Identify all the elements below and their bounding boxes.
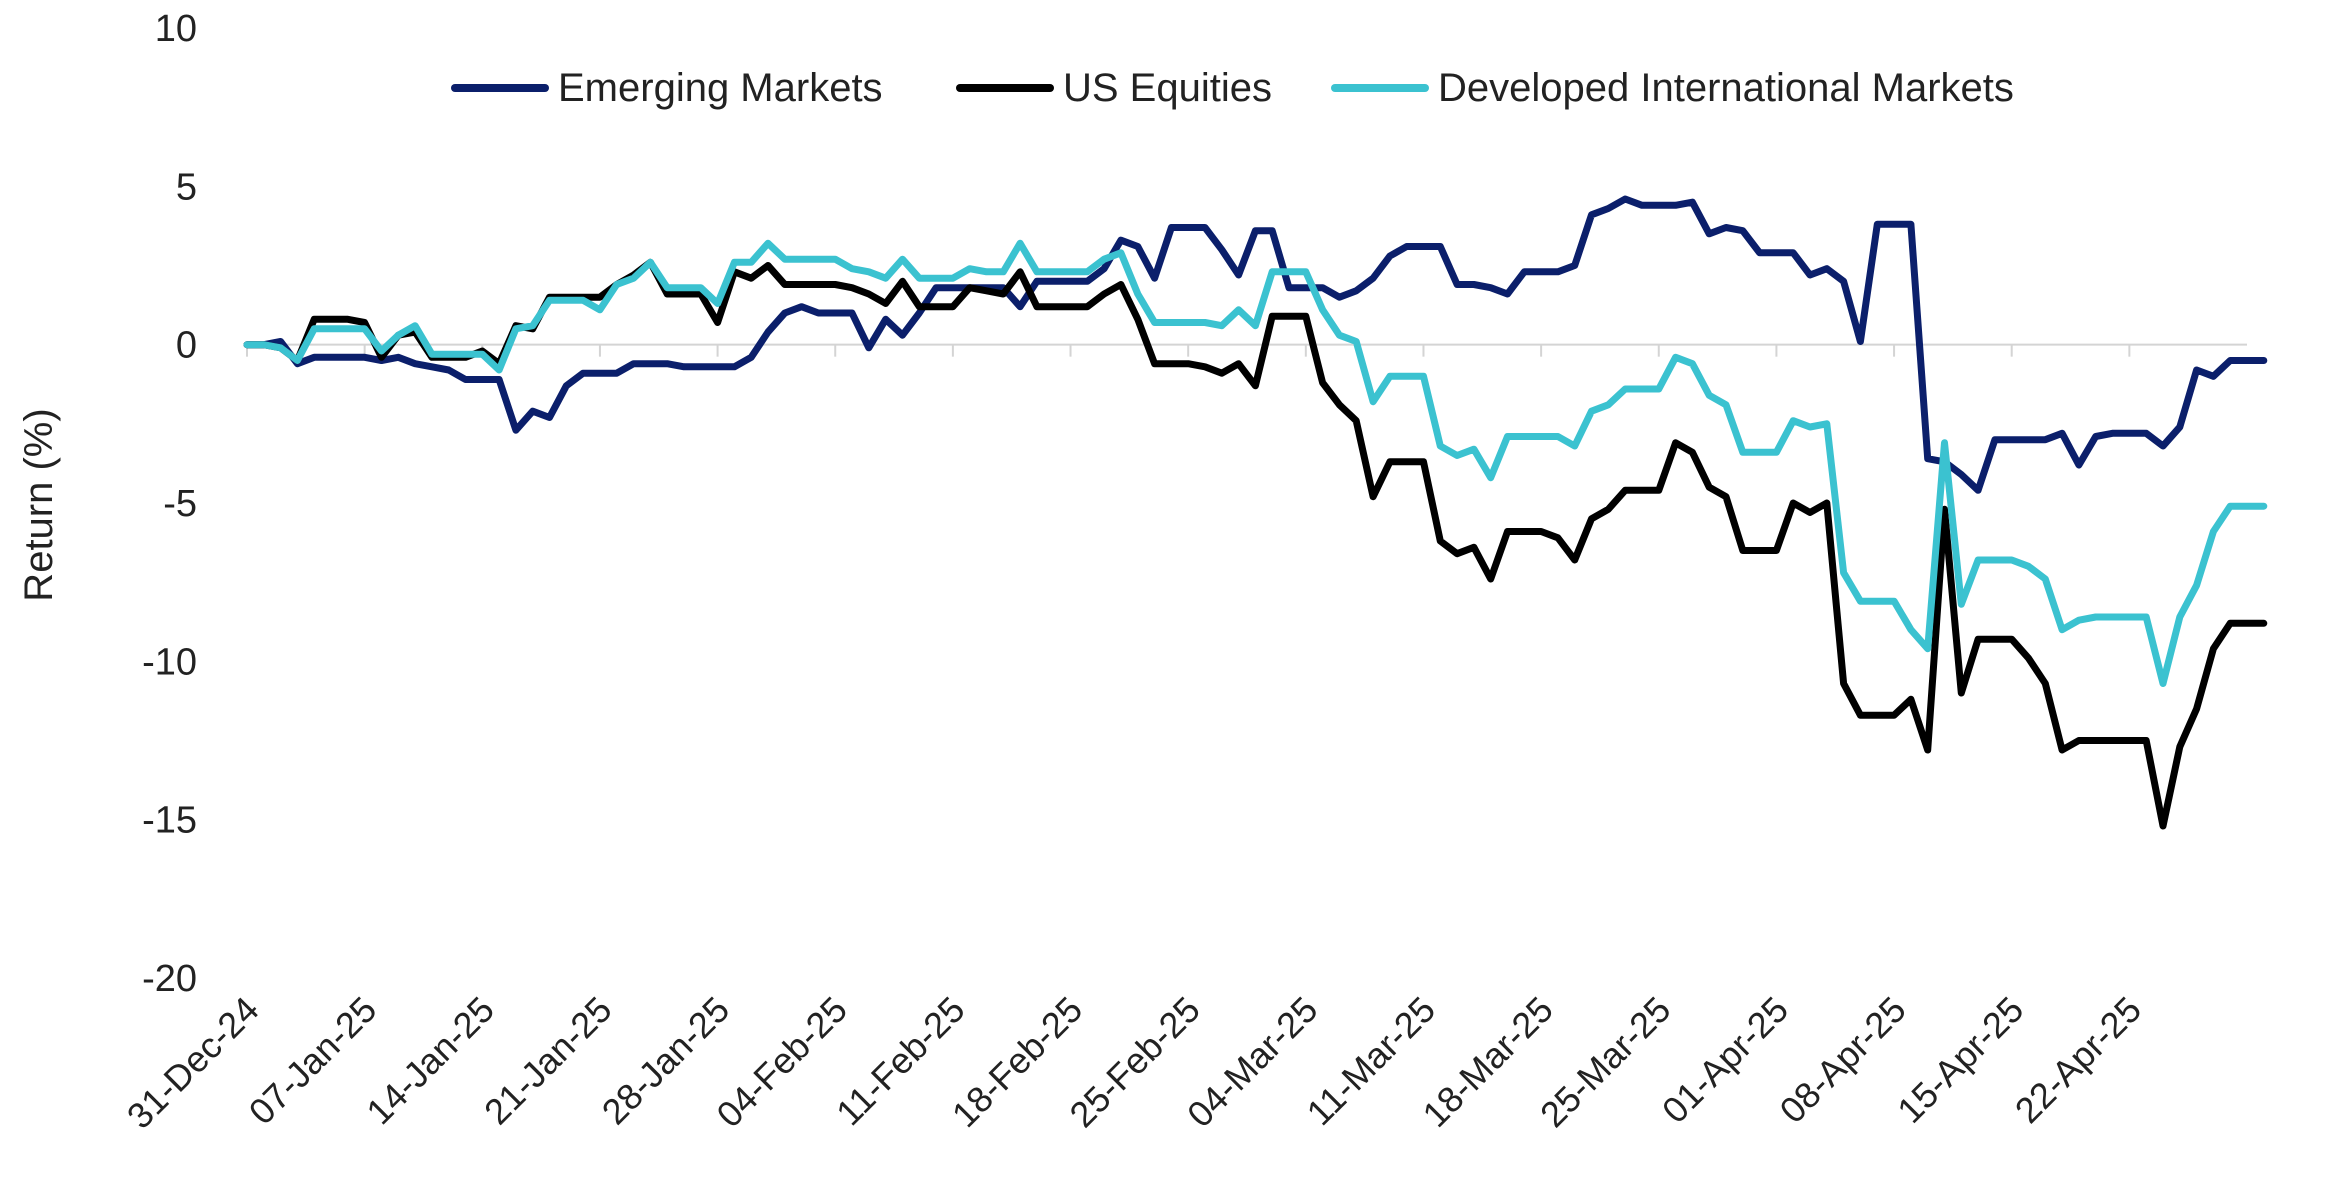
y-axis-title: Return (%): [17, 408, 61, 601]
y-axis-ticks: 10 5 0 -5 -10 -15 -20: [142, 8, 197, 1000]
y-tick-label: -5: [163, 483, 197, 525]
legend-label: Developed International Markets: [1438, 66, 2014, 110]
y-tick-label: -15: [142, 800, 197, 842]
x-tick-label: 04-Feb-25: [708, 989, 854, 1135]
x-tick-label: 14-Jan-25: [358, 989, 502, 1133]
y-tick-label: 0: [176, 325, 197, 367]
series-lines: [243, 195, 2268, 830]
x-tick-label: 22-Apr-25: [2007, 989, 2149, 1131]
x-tick-label: 21-Jan-25: [476, 989, 620, 1133]
x-tick-label: 08-Apr-25: [1772, 989, 1914, 1131]
series-line: [243, 239, 2268, 687]
y-tick-label: -10: [142, 641, 197, 683]
legend-label: Emerging Markets: [558, 66, 883, 110]
series-line: [243, 258, 2268, 830]
x-tick-label: 25-Mar-25: [1532, 989, 1678, 1135]
x-tick-label: 15-Apr-25: [1889, 989, 2031, 1131]
legend: Emerging Markets US Equities Developed Int…: [451, 66, 2014, 110]
x-tick-label: 04-Mar-25: [1179, 989, 1325, 1135]
x-axis-ticks: 31-Dec-2407-Jan-2514-Jan-2521-Jan-2528-J…: [119, 344, 2149, 1137]
legend-label: US Equities: [1063, 66, 1272, 110]
x-tick-label: 31-Dec-24: [119, 989, 267, 1137]
y-tick-label: 10: [155, 8, 197, 50]
y-tick-label: -20: [142, 958, 197, 1000]
y-tick-label: 5: [176, 166, 197, 208]
series-line: [243, 195, 2268, 494]
x-tick-label: 01-Apr-25: [1654, 989, 1796, 1131]
x-tick-label: 07-Jan-25: [241, 989, 385, 1133]
